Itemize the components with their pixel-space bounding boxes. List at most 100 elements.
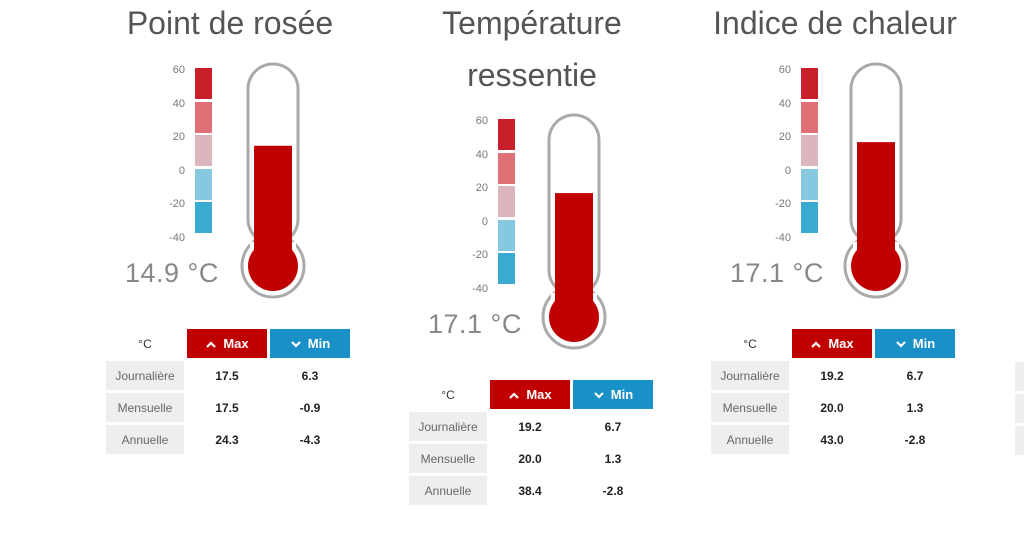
scale-label: -20 bbox=[472, 249, 488, 262]
max-header-label: Max bbox=[526, 386, 552, 402]
min-header-label: Min bbox=[912, 335, 936, 351]
unit-label: °C bbox=[743, 336, 757, 351]
scale-label: 60 bbox=[778, 64, 791, 76]
table-row: Annuelle 24.3 -4.3 bbox=[106, 425, 350, 454]
next-panel-cell bbox=[1015, 426, 1024, 455]
panel-dew-point: Point de rosée 60 40 20 0 -20 -40 14.9 °C °C … bbox=[80, 0, 380, 536]
thermometer-bulb bbox=[851, 241, 901, 291]
min-header: Min bbox=[875, 329, 955, 358]
scale-label: 40 bbox=[475, 148, 488, 161]
row-label-daily: Journalière bbox=[711, 361, 789, 390]
scale-segment bbox=[498, 186, 515, 218]
monthly-min: 1.3 bbox=[906, 400, 924, 415]
chevron-up-icon bbox=[810, 337, 822, 352]
scale-label: 60 bbox=[475, 115, 488, 127]
max-header: Max bbox=[187, 329, 267, 358]
scale-segment bbox=[801, 68, 818, 99]
row-label-yearly: Annuelle bbox=[106, 425, 184, 454]
scale-segment bbox=[195, 101, 212, 133]
scale-label: 0 bbox=[481, 215, 488, 228]
scale-label: 60 bbox=[172, 64, 185, 76]
max-header: Max bbox=[792, 329, 872, 358]
max-header: Max bbox=[490, 380, 570, 409]
monthly-max: 20.0 bbox=[820, 400, 844, 415]
row-label-monthly: Mensuelle bbox=[409, 444, 487, 473]
yearly-max: 38.4 bbox=[518, 483, 542, 498]
max-header-label: Max bbox=[223, 335, 249, 351]
monthly-min: -0.9 bbox=[299, 400, 321, 415]
scale-label: 40 bbox=[172, 97, 185, 110]
daily-max: 19.2 bbox=[820, 368, 844, 383]
scale-segment bbox=[498, 219, 515, 251]
scale-segment bbox=[498, 253, 515, 285]
panel-title: Point de rosée bbox=[126, 5, 334, 41]
scale-label: -20 bbox=[169, 198, 185, 211]
yearly-max: 43.0 bbox=[820, 432, 844, 447]
panel-feels-like: Température ressentie 60 40 20 0 -20 -40 17.1… bbox=[382, 0, 682, 536]
table-row: Journalière 19.2 6.7 bbox=[711, 361, 955, 390]
scale-label: 40 bbox=[778, 97, 791, 110]
chevron-up-icon bbox=[205, 337, 217, 352]
scale-label: 0 bbox=[178, 164, 185, 177]
min-header: Min bbox=[270, 329, 350, 358]
scale-label: -40 bbox=[775, 232, 791, 244]
scale-segment bbox=[801, 168, 818, 200]
min-header-label: Min bbox=[610, 386, 634, 402]
panel-heat-index: Indice de chaleur 60 40 20 0 -20 -40 17.1 °C … bbox=[685, 0, 985, 536]
table-row: Annuelle 38.4 -2.8 bbox=[409, 476, 653, 505]
unit-label: °C bbox=[138, 336, 152, 351]
table-row: Mensuelle 17.5 -0.9 bbox=[106, 393, 350, 422]
scale-segment bbox=[801, 101, 818, 133]
scale-label: 20 bbox=[475, 182, 488, 195]
min-header: Min bbox=[573, 380, 653, 409]
table-row: Mensuelle 20.0 1.3 bbox=[409, 444, 653, 473]
scale-segment bbox=[195, 168, 212, 200]
scale-label: 20 bbox=[778, 131, 791, 144]
stats-table: °C Max Min Journalière 19.2 6.7 Mensuell… bbox=[708, 326, 958, 457]
daily-min: 6.3 bbox=[301, 368, 319, 383]
unit-label: °C bbox=[441, 387, 455, 402]
scale-segment bbox=[801, 135, 818, 167]
current-reading: 17.1 °C bbox=[428, 309, 522, 339]
stats-table: °C Max Min Journalière 17.5 6.3 Mensuell… bbox=[103, 326, 353, 457]
max-header-label: Max bbox=[828, 335, 854, 351]
daily-max: 19.2 bbox=[518, 419, 542, 434]
yearly-min: -2.8 bbox=[904, 432, 926, 447]
monthly-max: 20.0 bbox=[518, 451, 542, 466]
thermometer-icon bbox=[843, 62, 909, 299]
scale-label: -20 bbox=[775, 198, 791, 211]
row-label-yearly: Annuelle bbox=[711, 425, 789, 454]
scale-segment bbox=[801, 202, 818, 234]
scale-segment bbox=[195, 202, 212, 234]
scale-segment bbox=[498, 152, 515, 184]
min-header-label: Min bbox=[307, 335, 331, 351]
daily-max: 17.5 bbox=[215, 368, 239, 383]
scale-segment bbox=[498, 119, 515, 150]
chevron-down-icon bbox=[290, 337, 302, 352]
yearly-min: -4.3 bbox=[299, 432, 321, 447]
row-label-daily: Journalière bbox=[106, 361, 184, 390]
scale-label: 20 bbox=[172, 131, 185, 144]
scale-label: 0 bbox=[784, 164, 791, 177]
thermometer-bulb bbox=[549, 292, 599, 342]
row-label-monthly: Mensuelle bbox=[106, 393, 184, 422]
table-row: Journalière 17.5 6.3 bbox=[106, 361, 350, 390]
table-row: Journalière 19.2 6.7 bbox=[409, 412, 653, 441]
chevron-down-icon bbox=[593, 388, 605, 403]
daily-min: 6.7 bbox=[604, 419, 622, 434]
table-row: Annuelle 43.0 -2.8 bbox=[711, 425, 955, 454]
row-label-daily: Journalière bbox=[409, 412, 487, 441]
scale-label: -40 bbox=[169, 232, 185, 244]
current-reading: 14.9 °C bbox=[125, 258, 219, 288]
stats-table: °C Max Min Journalière 19.2 6.7 Mensuell… bbox=[406, 377, 656, 508]
thermometer-icon bbox=[240, 62, 306, 299]
monthly-min: 1.3 bbox=[604, 451, 622, 466]
current-reading: 17.1 °C bbox=[730, 258, 824, 288]
chevron-down-icon bbox=[895, 337, 907, 352]
yearly-min: -2.8 bbox=[602, 483, 624, 498]
daily-min: 6.7 bbox=[906, 368, 924, 383]
row-label-monthly: Mensuelle bbox=[711, 393, 789, 422]
monthly-max: 17.5 bbox=[215, 400, 239, 415]
scale-segment bbox=[195, 135, 212, 167]
panel-title: Indice de chaleur bbox=[713, 5, 957, 41]
